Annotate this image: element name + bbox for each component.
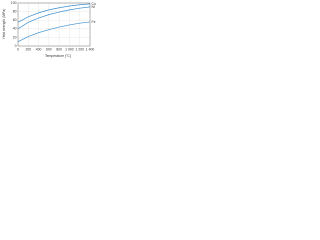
x-tick-label: 1 400 bbox=[86, 47, 95, 51]
y-tick-label: 40 bbox=[13, 27, 17, 31]
line bbox=[17, 6, 91, 30]
y-tick-label: 0 bbox=[15, 44, 17, 48]
x-tick-label: 1 200 bbox=[75, 47, 84, 51]
plot-frame bbox=[17, 2, 91, 47]
y-tick-label: 100 bbox=[11, 1, 17, 5]
y-tick-label: 80 bbox=[13, 9, 17, 13]
y-axis-label: Yield strength (MPa) bbox=[2, 9, 6, 40]
line bbox=[17, 3, 91, 23]
x-tick-label: 400 bbox=[36, 47, 42, 51]
x-tick-label: 800 bbox=[56, 47, 62, 51]
y-tick-label: 60 bbox=[13, 18, 17, 22]
line bbox=[17, 21, 91, 43]
x-axis-label: Temperature (°C) bbox=[45, 54, 71, 58]
series-label: Ni bbox=[92, 5, 95, 9]
x-tick-label: 600 bbox=[46, 47, 52, 51]
x-tick-label: 0 bbox=[17, 47, 19, 51]
series-label: Cu bbox=[92, 2, 96, 6]
chart: Yield strength (MPa) Temperature (°C) 0 2… bbox=[2, 1, 96, 58]
y-tick-label: 20 bbox=[13, 35, 17, 39]
x-tick-label: 1 000 bbox=[65, 47, 74, 51]
series-label: Fe bbox=[92, 20, 96, 24]
x-tick-label: 200 bbox=[25, 47, 31, 51]
